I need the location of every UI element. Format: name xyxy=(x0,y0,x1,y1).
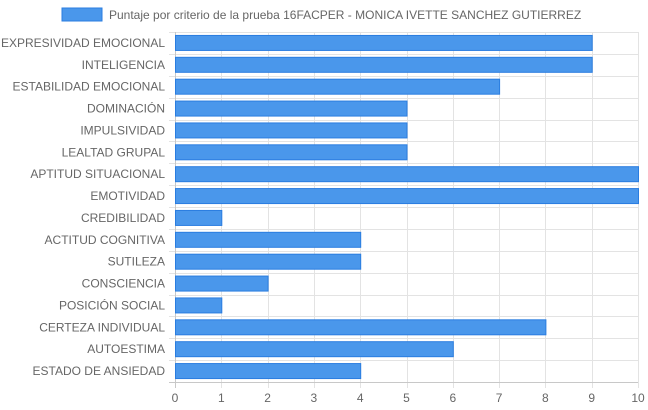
legend[interactable]: Puntaje por criterio de la prueba 16FACP… xyxy=(61,7,581,22)
category-label: ESTADO DE ANSIEDAD xyxy=(33,364,166,378)
category-label: IMPULSIVIDAD xyxy=(80,123,165,137)
bars xyxy=(175,34,639,380)
x-tick-label: 9 xyxy=(588,391,595,405)
category-labels: EXPRESIVIDAD EMOCIONAL INTELIGENCIA ESTABI… xyxy=(1,36,165,378)
bar[interactable] xyxy=(175,100,408,117)
category-label: ACTITUD COGNITIVA xyxy=(45,233,165,247)
bar[interactable] xyxy=(175,144,408,161)
x-tick-label: 8 xyxy=(542,391,549,405)
category-label: AUTOESTIMA xyxy=(87,342,165,356)
x-tick-label: 2 xyxy=(264,391,271,405)
bar[interactable] xyxy=(175,188,639,205)
category-label: EMOTIVIDAD xyxy=(90,189,165,203)
category-label: INTELIGENCIA xyxy=(82,58,165,72)
category-label: SUTILEZA xyxy=(108,255,165,269)
x-axis-ticks: 0 1 2 3 4 5 6 7 8 9 10 xyxy=(172,391,645,405)
legend-label: Puntaje por criterio de la prueba 16FACP… xyxy=(109,8,581,22)
bar[interactable] xyxy=(175,341,454,358)
category-label: ESTABILIDAD EMOCIONAL xyxy=(13,80,166,94)
bar[interactable] xyxy=(175,122,408,139)
bar[interactable] xyxy=(175,253,362,270)
x-tick-label: 10 xyxy=(631,391,645,405)
x-tick-label: 1 xyxy=(218,391,225,405)
category-label: LEALTAD GRUPAL xyxy=(62,145,166,159)
bar[interactable] xyxy=(175,297,223,314)
bar[interactable] xyxy=(175,78,501,95)
x-tick-label: 7 xyxy=(496,391,503,405)
category-label: APTITUD SITUACIONAL xyxy=(30,167,165,181)
x-tick-label: 3 xyxy=(311,391,318,405)
bar[interactable] xyxy=(175,209,223,226)
bar[interactable] xyxy=(175,34,593,51)
category-label: DOMINACIÓN xyxy=(87,101,165,116)
bar[interactable] xyxy=(175,231,362,248)
category-label: CREDIBILIDAD xyxy=(81,211,165,225)
x-tick-label: 5 xyxy=(403,391,410,405)
x-tick-label: 0 xyxy=(172,391,179,405)
bar[interactable] xyxy=(175,275,269,292)
bar[interactable] xyxy=(175,56,593,73)
bar[interactable] xyxy=(175,166,639,183)
x-tick-label: 6 xyxy=(449,391,456,405)
category-label: EXPRESIVIDAD EMOCIONAL xyxy=(1,36,165,50)
category-label: CERTEZA INDIVIDUAL xyxy=(39,320,165,334)
bar[interactable] xyxy=(175,363,362,380)
category-label: CONSCIENCIA xyxy=(82,277,165,291)
category-label: POSICIÓN SOCIAL xyxy=(59,297,165,312)
x-tick-label: 4 xyxy=(357,391,364,405)
legend-swatch xyxy=(61,7,103,22)
bar[interactable] xyxy=(175,319,547,336)
